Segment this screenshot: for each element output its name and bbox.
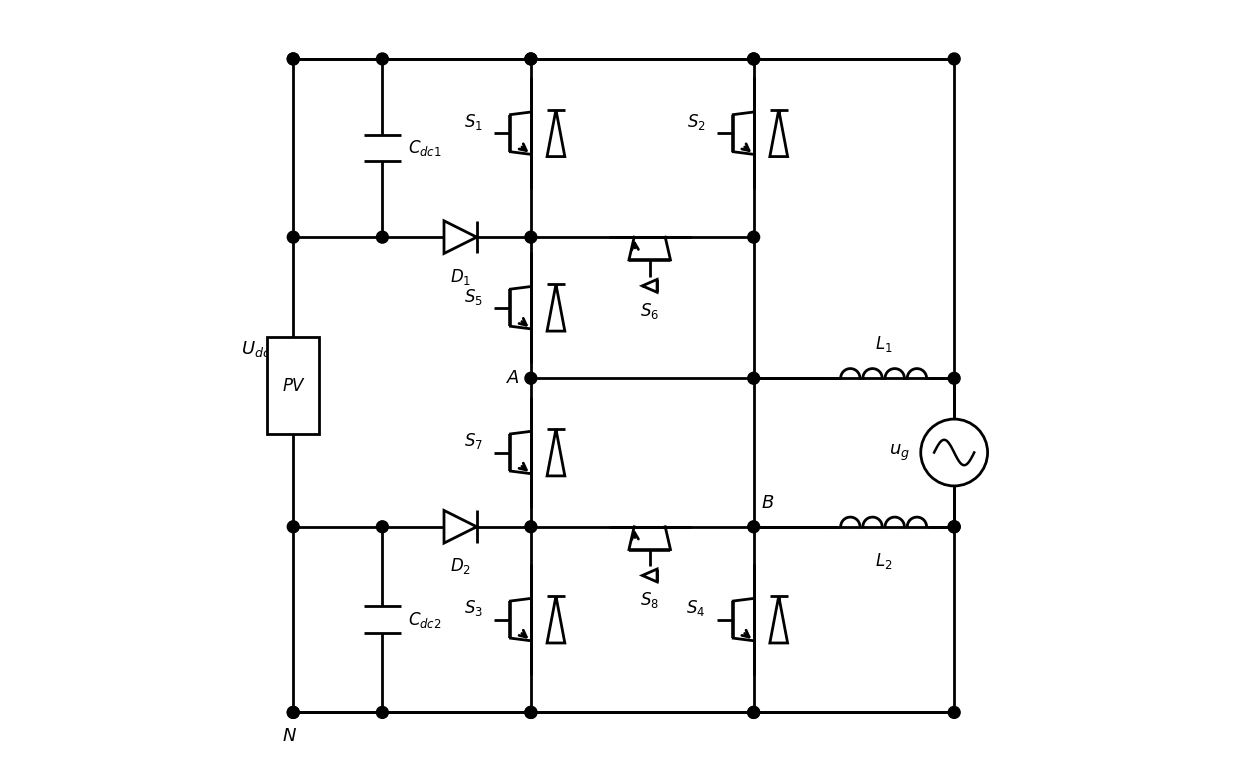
Text: $S_2$: $S_2$ (687, 112, 706, 132)
Circle shape (377, 521, 388, 533)
Circle shape (748, 706, 760, 718)
Circle shape (949, 706, 960, 718)
Circle shape (949, 521, 960, 533)
Text: $S_3$: $S_3$ (464, 599, 482, 618)
Circle shape (748, 53, 760, 65)
Polygon shape (547, 429, 565, 476)
Circle shape (921, 419, 987, 486)
Circle shape (288, 53, 299, 65)
Polygon shape (770, 110, 787, 157)
Circle shape (288, 521, 299, 533)
Circle shape (748, 521, 760, 533)
Circle shape (288, 231, 299, 243)
Circle shape (377, 706, 388, 718)
Text: $S_4$: $S_4$ (686, 599, 706, 618)
Circle shape (525, 231, 537, 243)
Text: $D_2$: $D_2$ (450, 556, 471, 577)
Text: $D_1$: $D_1$ (450, 267, 471, 287)
Text: $L_1$: $L_1$ (874, 334, 893, 354)
Polygon shape (642, 279, 657, 292)
Circle shape (525, 706, 537, 718)
Text: $u_g$: $u_g$ (889, 442, 910, 463)
Text: $S_6$: $S_6$ (640, 301, 660, 321)
Text: $U_{dc}$: $U_{dc}$ (241, 338, 272, 359)
Circle shape (949, 521, 960, 533)
Text: $B$: $B$ (761, 494, 774, 512)
Text: $S_8$: $S_8$ (640, 590, 660, 610)
Circle shape (377, 53, 388, 65)
Circle shape (377, 231, 388, 243)
Text: $S_1$: $S_1$ (464, 112, 482, 132)
Circle shape (748, 706, 760, 718)
Circle shape (288, 706, 299, 718)
Circle shape (949, 53, 960, 65)
Polygon shape (444, 510, 476, 543)
Circle shape (525, 521, 537, 533)
Circle shape (748, 53, 760, 65)
Circle shape (288, 706, 299, 718)
Text: $L_2$: $L_2$ (875, 551, 893, 572)
Circle shape (525, 706, 537, 718)
Circle shape (525, 372, 537, 385)
Polygon shape (642, 569, 657, 582)
Circle shape (288, 53, 299, 65)
Circle shape (949, 372, 960, 385)
Text: $S_5$: $S_5$ (464, 287, 482, 307)
FancyBboxPatch shape (268, 338, 319, 434)
Circle shape (748, 231, 760, 243)
Polygon shape (444, 221, 476, 254)
Text: PV: PV (283, 377, 304, 394)
Polygon shape (547, 110, 565, 157)
Circle shape (748, 372, 760, 385)
Polygon shape (547, 285, 565, 331)
Polygon shape (547, 597, 565, 643)
Text: $C_{dc1}$: $C_{dc1}$ (408, 138, 443, 158)
Polygon shape (770, 597, 787, 643)
Text: $N$: $N$ (281, 727, 298, 745)
Text: $C_{dc2}$: $C_{dc2}$ (408, 609, 441, 630)
Circle shape (525, 53, 537, 65)
Circle shape (525, 53, 537, 65)
Text: $S_7$: $S_7$ (464, 431, 482, 451)
Text: $A$: $A$ (506, 369, 520, 388)
